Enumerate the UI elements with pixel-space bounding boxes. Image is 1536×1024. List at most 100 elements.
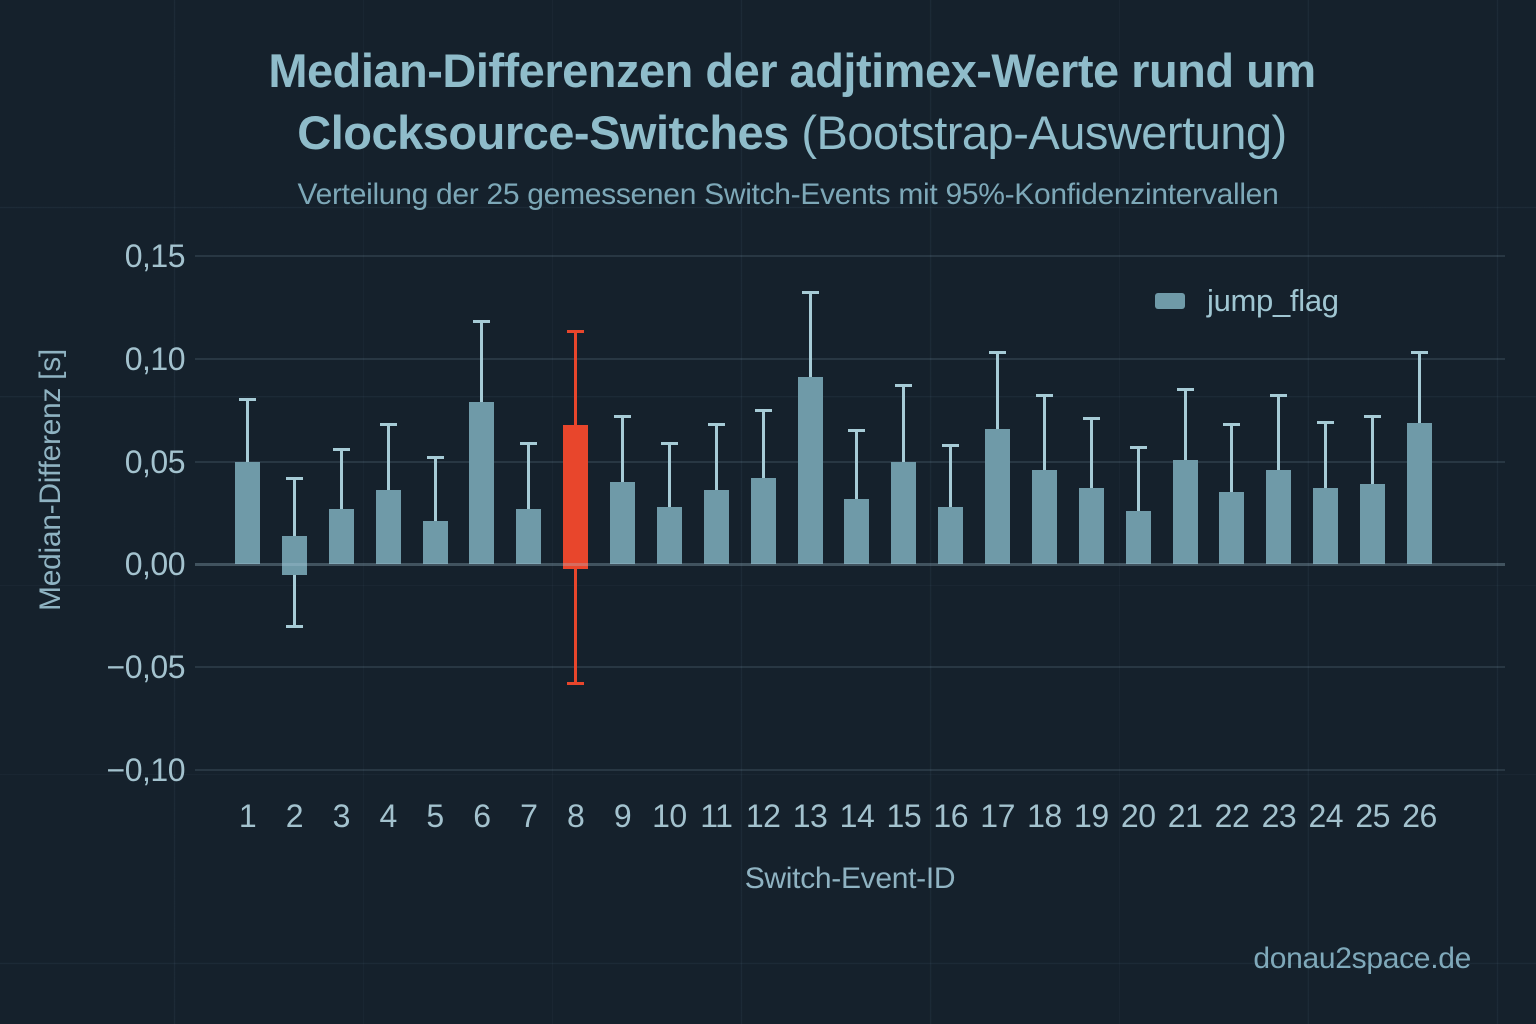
x-tick-label-20: 20 [1120,798,1156,834]
errorbar-lower-cap-2 [285,624,303,628]
errorbar-upper-stem-22 [1230,424,1234,493]
legend: jump_flag [1155,283,1339,319]
bar-6 [469,401,495,565]
x-tick-label-18: 18 [1027,798,1062,834]
x-tick-label-4: 4 [379,798,397,834]
bar-16 [938,506,964,565]
bar-4 [375,490,401,565]
x-tick-label-15: 15 [886,798,922,834]
errorbar-upper-stem-6 [480,321,484,402]
errorbar-lower-cap-8 [567,682,585,686]
gridline-−0,05 [195,666,1505,669]
x-tick-label-23: 23 [1261,798,1297,834]
bar-1 [235,461,260,565]
x-tick-label-17: 17 [980,798,1015,834]
errorbar-upper-cap-13 [801,291,819,295]
errorbar-upper-stem-13 [808,292,812,378]
bar-7 [516,508,542,565]
errorbar-upper-stem-24 [1324,422,1328,489]
errorbar-upper-cap-14 [848,429,866,433]
errorbar-upper-cap-24 [1317,421,1335,425]
errorbar-upper-cap-19 [1082,416,1100,420]
x-tick-label-10: 10 [652,798,687,834]
errorbar-upper-stem-11 [714,424,718,491]
errorbar-upper-cap-22 [1223,423,1241,427]
errorbar-upper-stem-3 [339,449,343,509]
errorbar-upper-cap-7 [520,441,538,445]
watermark: donau2space.de [1253,942,1471,975]
gridline-0,05 [195,460,1505,463]
errorbar-upper-stem-19 [1089,418,1093,489]
errorbar-upper-stem-7 [527,443,531,509]
bar-23 [1266,469,1292,565]
x-tick-label-25: 25 [1355,798,1390,834]
errorbar-upper-stem-1 [246,399,249,462]
x-tick-label-6: 6 [473,798,491,834]
bar-12 [750,478,776,565]
errorbar-upper-cap-11 [707,423,725,427]
bar-9 [610,482,636,565]
errorbar-upper-stem-25 [1371,416,1375,485]
bar-10 [656,506,682,565]
bar-2 [281,535,307,575]
x-tick-label-2: 2 [285,798,304,834]
errorbar-upper-cap-16 [942,443,960,447]
errorbar-upper-stem-18 [1042,395,1046,470]
legend-swatch-icon [1155,293,1185,309]
errorbar-upper-cap-25 [1364,414,1382,418]
errorbar-upper-cap-2 [285,476,303,480]
errorbar-upper-cap-12 [754,408,772,412]
errorbar-upper-cap-20 [1129,445,1147,449]
errorbar-upper-cap-15 [895,383,913,387]
errorbar-upper-stem-2 [292,478,296,536]
x-tick-label-12: 12 [745,798,781,834]
errorbar-upper-cap-5 [426,455,444,459]
y-tick-label-0,15: 0,15 [124,237,186,274]
errorbar-upper-stem-4 [386,424,390,491]
x-tick-label-1: 1 [238,798,257,834]
errorbar-upper-cap-1 [239,398,256,402]
bar-14 [844,498,870,565]
bar-18 [1031,469,1057,565]
x-tick-label-22: 22 [1214,798,1250,834]
y-axis-tick-labels: 0,15 0,10 0,05 0,00 −0,05 −0,10 [0,237,186,788]
errorbar-upper-cap-10 [660,441,678,445]
bar-11 [703,490,729,565]
x-tick-label-8: 8 [567,798,585,834]
bar-24 [1313,488,1339,565]
y-tick-label-−0,05: −0,05 [106,649,186,686]
chart-title-line1: Median-Differenzen der adjtimex-Werte ru… [268,44,1316,97]
bar-25 [1360,484,1386,565]
chart-title: Median-Differenzen der adjtimex-Werte ru… [0,40,1536,164]
y-tick-label-0,10: 0,10 [124,340,186,377]
errorbar-upper-cap-6 [473,320,491,324]
bar-26 [1407,422,1432,565]
chart-subtitle: Verteilung der 25 gemessenen Switch-Even… [297,178,1279,211]
errorbar-upper-stem-17 [996,352,1000,429]
bar-8 [563,424,589,569]
errorbar-upper-cap-4 [379,423,397,427]
errorbar-upper-stem-5 [433,457,437,522]
errorbar-lower-stem-2 [292,574,296,627]
bar-22 [1219,492,1245,565]
x-tick-label-26: 26 [1402,798,1437,834]
x-tick-label-21: 21 [1167,798,1203,834]
errorbar-lower-stem-8 [574,568,578,684]
bar-21 [1172,459,1198,565]
x-tick-label-5: 5 [426,798,444,834]
errorbar-upper-stem-20 [1136,447,1140,511]
errorbar-upper-cap-18 [1035,394,1053,398]
errorbar-upper-cap-23 [1270,394,1288,398]
errorbar-upper-stem-26 [1418,352,1421,423]
errorbar-upper-stem-21 [1183,389,1187,460]
x-tick-label-19: 19 [1074,798,1109,834]
errorbar-upper-cap-21 [1176,388,1194,392]
bar-17 [985,428,1011,565]
gridline-0,00 [195,563,1505,567]
errorbar-upper-cap-3 [332,447,350,451]
errorbar-upper-stem-23 [1277,395,1281,470]
x-tick-label-16: 16 [933,798,968,834]
bar-20 [1125,510,1151,565]
bar-19 [1078,488,1104,565]
